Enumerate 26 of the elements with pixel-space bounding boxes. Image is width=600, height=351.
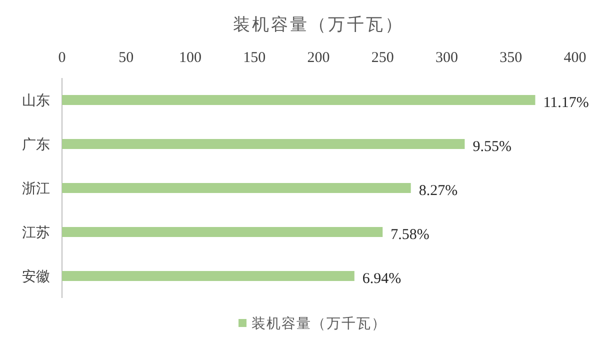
annotation: 11.17% xyxy=(543,95,589,111)
legend-label: 装机容量（万千瓦） xyxy=(252,316,386,332)
y-tick-label: 山东 xyxy=(22,93,50,109)
annotation: 7.58% xyxy=(390,227,430,243)
bar xyxy=(62,271,354,281)
y-tick-label: 安徽 xyxy=(22,269,50,285)
x-tick-label: 200 xyxy=(307,50,330,66)
x-tick-label: 150 xyxy=(243,50,266,66)
x-tick-label: 400 xyxy=(564,50,586,66)
annotation: 6.94% xyxy=(362,271,402,287)
x-tick-label: 100 xyxy=(179,50,202,66)
x-tick-label: 50 xyxy=(118,50,134,66)
annotation: 8.27% xyxy=(418,183,458,199)
y-tick-label: 浙江 xyxy=(22,181,50,197)
x-tick-label: 300 xyxy=(436,50,458,66)
bar xyxy=(62,183,411,193)
chart-title: 装机容量（万千瓦） xyxy=(233,15,404,34)
x-tick-label: 250 xyxy=(371,50,394,66)
y-tick-label: 广东 xyxy=(22,137,50,153)
y-tick-label: 江苏 xyxy=(22,225,50,241)
x-tick-label: 0 xyxy=(58,50,66,66)
annotation: 9.55% xyxy=(472,139,512,155)
x-tick-label: 350 xyxy=(500,50,522,66)
bar xyxy=(62,95,536,105)
bar xyxy=(62,227,383,237)
bar xyxy=(62,139,465,149)
